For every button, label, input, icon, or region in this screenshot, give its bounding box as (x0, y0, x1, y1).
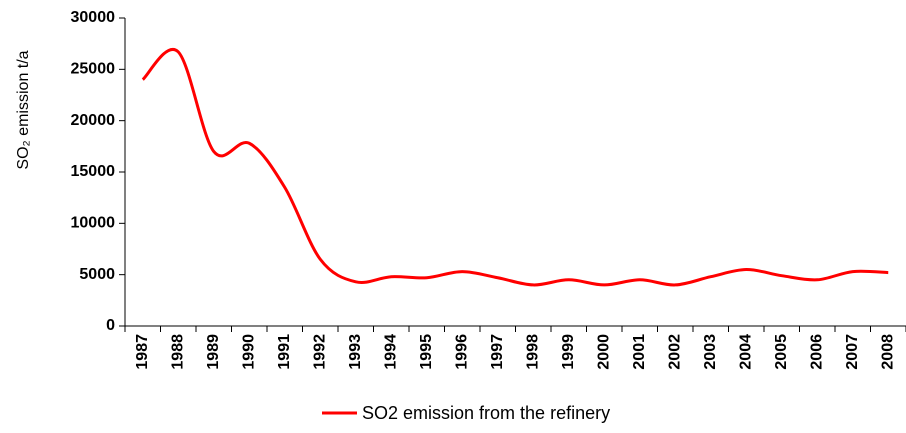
x-tick-label: 1996 (453, 334, 470, 370)
x-tick-label: 2008 (879, 334, 896, 370)
x-tick-label: 1998 (524, 334, 541, 370)
y-tick-label: 10000 (71, 215, 116, 232)
x-tick-label: 1992 (311, 334, 328, 370)
x-tick-label: 1988 (169, 334, 186, 370)
x-tick-label: 1990 (240, 334, 257, 370)
x-tick-label: 2001 (631, 334, 648, 370)
x-tick-label: 1994 (382, 334, 399, 370)
y-tick-label: 20000 (71, 112, 116, 129)
y-tick-label: 5000 (79, 266, 115, 283)
x-tick-label: 2003 (702, 334, 719, 370)
y-tick-label: 15000 (71, 163, 116, 180)
x-tick-label: 2005 (773, 334, 790, 370)
x-tick-label: 1989 (205, 334, 222, 370)
x-tick-label: 1997 (489, 334, 506, 370)
x-tick-label: 1991 (276, 334, 293, 370)
x-tick-label: 2004 (737, 334, 754, 370)
x-tick-label: 1987 (134, 334, 151, 370)
line (141, 47, 889, 287)
x-tick-label: 1995 (418, 334, 435, 370)
x-tick-label: 2000 (595, 334, 612, 370)
x-tick-label: 1993 (347, 334, 364, 370)
y-tick-label: 0 (106, 317, 115, 334)
y-tick-label: 30000 (71, 9, 116, 26)
legend-label: SO2 emission from the refinery (362, 403, 610, 423)
x-tick-label: 1999 (560, 334, 577, 370)
x-tick-label: 2002 (666, 334, 683, 370)
y-axis-title: SO₂ emission t/a (15, 50, 32, 169)
y-tick-label: 25000 (71, 61, 116, 78)
x-tick-label: 2006 (808, 334, 825, 370)
x-tick-label: 2007 (844, 334, 861, 370)
